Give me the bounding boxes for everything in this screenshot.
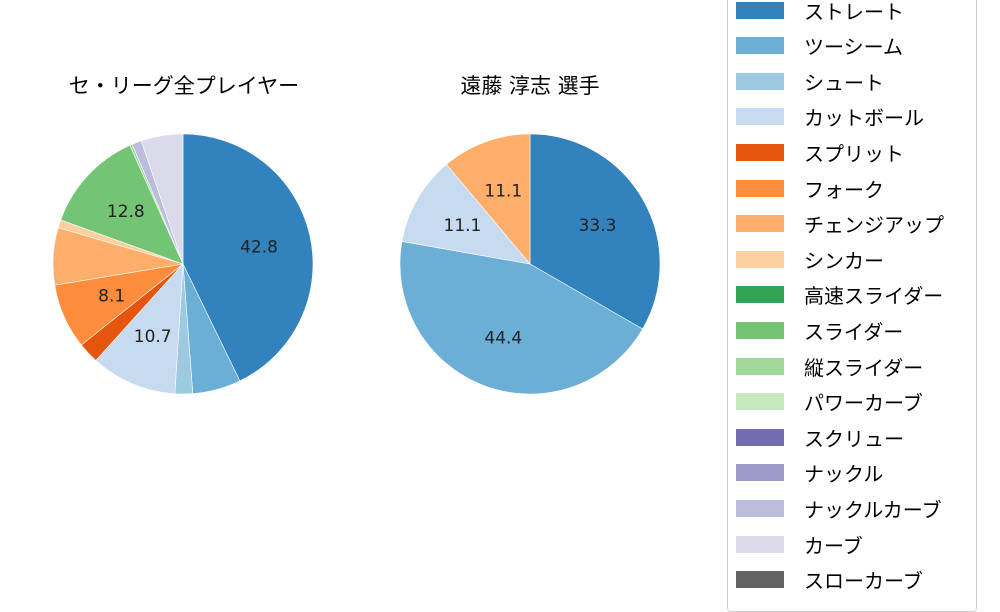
legend-swatch xyxy=(736,464,784,482)
legend-swatch xyxy=(736,1,784,19)
slice-value-label: 42.8 xyxy=(240,238,278,258)
slice-value-label: 33.3 xyxy=(579,216,617,236)
legend-label: ナックル xyxy=(804,462,884,487)
legend-item: シンカー xyxy=(736,247,884,273)
legend-swatch xyxy=(736,108,784,126)
right-pie-chart: 33.3 44.4 11.111.1 xyxy=(399,133,661,395)
legend-label: カットボール xyxy=(804,106,924,131)
legend-item: スライダー xyxy=(736,318,904,344)
legend-swatch xyxy=(736,499,784,517)
legend-item: 高速スライダー xyxy=(736,283,944,309)
legend-item: ナックルカーブ xyxy=(736,496,942,522)
legend-label: スプリット xyxy=(804,141,904,166)
legend-label: チェンジアップ xyxy=(804,213,944,238)
legend-item: スクリュー xyxy=(736,425,904,451)
legend-label: ストレート xyxy=(804,0,904,24)
pie-slice xyxy=(60,144,184,265)
legend-swatch xyxy=(736,321,784,339)
pie-slice xyxy=(182,133,314,382)
pie-slice xyxy=(529,133,661,330)
left-pie-chart: 42.8 10.7 8.1 12.8 xyxy=(52,133,314,395)
legend-label: ナックルカーブ xyxy=(804,497,942,522)
legend-item: スローカーブ xyxy=(736,568,923,594)
pie-slice xyxy=(401,163,531,265)
legend-label: スクリュー xyxy=(804,426,904,451)
legend-swatch xyxy=(736,428,784,446)
legend-swatch xyxy=(736,535,784,553)
legend-label: スライダー xyxy=(804,319,904,344)
pie-slice xyxy=(95,263,184,395)
legend-swatch xyxy=(736,286,784,304)
legend-swatch xyxy=(736,250,784,268)
legend-swatch xyxy=(736,143,784,161)
left-chart-title: セ・リーグ全プレイヤー xyxy=(68,74,300,98)
slice-value-label: 11.1 xyxy=(484,182,522,202)
legend-item: シュート xyxy=(736,69,884,95)
slice-value-label: 8.1 xyxy=(98,287,125,307)
legend-swatch xyxy=(736,215,784,233)
slice-value-label: 12.8 xyxy=(107,202,145,222)
legend-label: 高速スライダー xyxy=(804,284,944,309)
legend-label: 縦スライダー xyxy=(804,355,924,380)
legend-item: チェンジアップ xyxy=(736,212,944,238)
legend-item: パワーカーブ xyxy=(736,390,923,416)
pie-slice xyxy=(399,241,643,395)
legend-item: ストレート xyxy=(736,0,904,24)
legend-swatch xyxy=(736,357,784,375)
pie-charts: 42.8 10.7 8.1 12.8 33.3 44.4 11.111.1 xyxy=(52,133,661,395)
legend-swatch xyxy=(736,393,784,411)
legend-swatch xyxy=(736,179,784,197)
legend-item: ツーシーム xyxy=(736,34,903,60)
legend-item: スプリット xyxy=(736,140,904,166)
legend-item: フォーク xyxy=(736,176,884,202)
legend: ストレートツーシームシュートカットボール スプリットフォークチェンジアップ シンカー… xyxy=(727,0,977,612)
legend-item: カットボール xyxy=(736,105,924,131)
legend-label: パワーカーブ xyxy=(804,391,923,416)
legend-swatch xyxy=(736,571,784,589)
legend-label: シンカー xyxy=(804,248,884,273)
slice-value-label: 11.1 xyxy=(444,216,482,236)
pie-slice xyxy=(140,133,184,265)
right-chart-title: 遠藤 淳志 選手 xyxy=(460,74,600,98)
slice-value-label: 44.4 xyxy=(484,328,522,348)
legend-swatch xyxy=(736,72,784,90)
legend-label: ツーシーム xyxy=(804,35,903,60)
legend-item: 縦スライダー xyxy=(736,354,924,380)
pie-slice xyxy=(446,133,531,265)
slice-value-label: 10.7 xyxy=(134,327,172,347)
legend-label: カーブ xyxy=(804,533,863,558)
legend-swatch xyxy=(736,37,784,55)
legend-label: シュート xyxy=(804,70,884,95)
legend-item: カーブ xyxy=(736,532,863,558)
legend-item: ナックル xyxy=(736,461,884,487)
legend-label: フォーク xyxy=(804,177,884,202)
legend-label: スローカーブ xyxy=(804,569,923,594)
